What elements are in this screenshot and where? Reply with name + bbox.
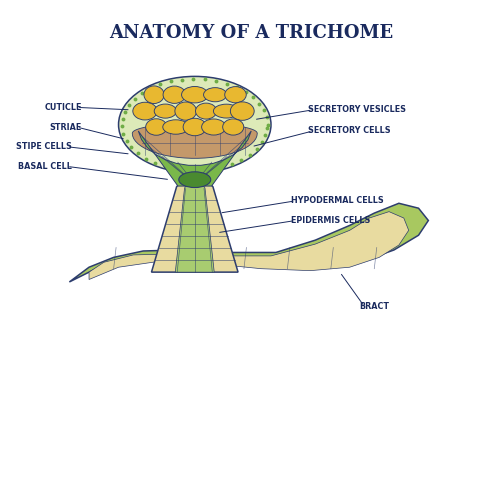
Ellipse shape (118, 76, 271, 173)
Text: CUTICLE: CUTICLE (44, 103, 82, 112)
Ellipse shape (133, 102, 157, 120)
Ellipse shape (183, 118, 206, 136)
Ellipse shape (163, 86, 186, 104)
Polygon shape (138, 131, 251, 186)
Ellipse shape (230, 102, 254, 120)
Text: BASAL CELL: BASAL CELL (18, 162, 72, 171)
Ellipse shape (154, 104, 176, 118)
Text: SECRETORY VESICLES: SECRETORY VESICLES (308, 106, 406, 114)
Text: EPIDERMIS CELLS: EPIDERMIS CELLS (290, 216, 370, 225)
Ellipse shape (204, 88, 227, 102)
Polygon shape (132, 124, 258, 158)
Ellipse shape (146, 119, 167, 135)
Text: STRIAE: STRIAE (50, 122, 82, 132)
Polygon shape (152, 181, 238, 272)
Ellipse shape (196, 103, 216, 119)
Text: SECRETORY CELLS: SECRETORY CELLS (308, 126, 390, 136)
Ellipse shape (202, 119, 226, 135)
Text: STIPE CELLS: STIPE CELLS (16, 142, 72, 151)
Text: HYPODERMAL CELLS: HYPODERMAL CELLS (290, 196, 384, 205)
Ellipse shape (179, 172, 211, 188)
Ellipse shape (222, 119, 244, 135)
Text: ANATOMY OF A TRICHOME: ANATOMY OF A TRICHOME (110, 24, 394, 42)
Text: BRACT: BRACT (360, 302, 390, 311)
Ellipse shape (214, 104, 240, 118)
Polygon shape (176, 184, 214, 272)
Ellipse shape (144, 86, 164, 104)
Polygon shape (70, 204, 428, 282)
Ellipse shape (163, 120, 188, 134)
Ellipse shape (224, 86, 246, 103)
Ellipse shape (182, 86, 208, 103)
Polygon shape (89, 212, 408, 280)
Ellipse shape (175, 102, 197, 120)
